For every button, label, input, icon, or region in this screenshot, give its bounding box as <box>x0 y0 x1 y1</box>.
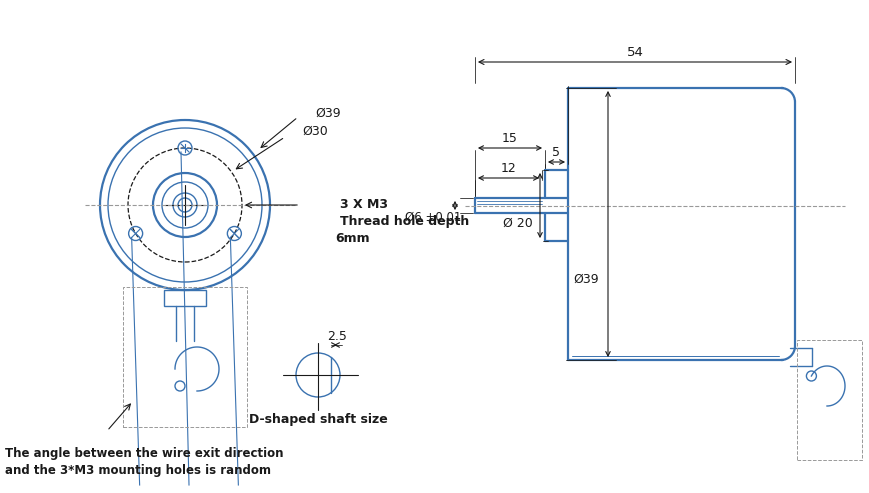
Text: Ø30: Ø30 <box>302 125 328 138</box>
Text: Ø 20: Ø 20 <box>502 217 532 230</box>
Bar <box>164 290 206 306</box>
Text: Ø6 ±0.01: Ø6 ±0.01 <box>404 211 461 224</box>
Text: Ø39: Ø39 <box>573 273 598 285</box>
Text: and the 3*M3 mounting holes is random: and the 3*M3 mounting holes is random <box>5 464 270 478</box>
Text: Thread hole depth: Thread hole depth <box>340 214 468 227</box>
Text: 2.5: 2.5 <box>328 330 347 344</box>
Bar <box>123 287 247 427</box>
Text: 15: 15 <box>501 132 517 144</box>
Text: 3 X M3: 3 X M3 <box>340 198 388 211</box>
Text: D-shaped shaft size: D-shaped shaft size <box>249 414 387 426</box>
Bar <box>796 340 861 460</box>
Text: Ø39: Ø39 <box>315 106 341 119</box>
Text: 5: 5 <box>552 145 560 159</box>
Text: 6mm: 6mm <box>335 232 369 245</box>
Text: 54: 54 <box>626 45 643 59</box>
Text: The angle between the wire exit direction: The angle between the wire exit directio… <box>5 448 283 460</box>
Text: 12: 12 <box>500 162 516 175</box>
